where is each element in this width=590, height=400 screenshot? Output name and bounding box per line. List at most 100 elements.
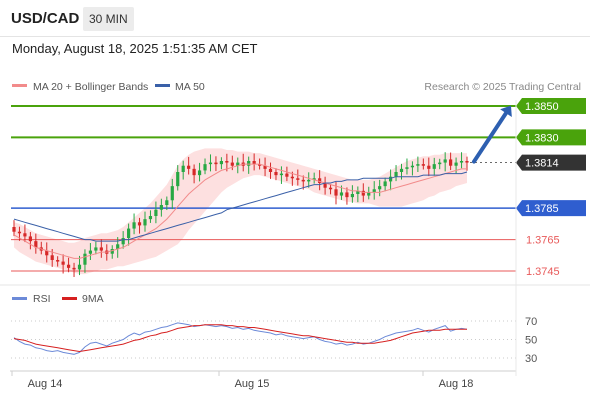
candle	[252, 153, 256, 171]
svg-text:1.3785: 1.3785	[525, 203, 559, 215]
candle	[154, 201, 158, 224]
candle	[170, 178, 174, 210]
candle	[99, 239, 103, 258]
candle	[88, 243, 93, 260]
credit-label: Research © 2025 Trading Central	[424, 81, 581, 93]
candle	[159, 198, 163, 217]
time-tick-label: Aug 15	[235, 378, 270, 390]
candle	[350, 185, 354, 203]
candle	[465, 156, 469, 171]
candle	[197, 162, 202, 182]
candle	[127, 223, 131, 246]
rsi-line	[13, 322, 468, 355]
candle	[405, 158, 409, 175]
rsi-tick-label: 30	[525, 353, 537, 365]
svg-text:1.3850: 1.3850	[525, 101, 559, 113]
candle	[137, 217, 142, 234]
candle	[279, 166, 284, 184]
candle	[12, 220, 16, 237]
candle	[312, 172, 316, 184]
candle	[296, 169, 300, 186]
candle	[328, 183, 333, 195]
candle	[285, 166, 289, 182]
ma20-legend-label: MA 20 + Bollinger Bands	[33, 81, 148, 93]
rsi-tick-label: 50	[525, 335, 537, 347]
candle	[268, 162, 273, 179]
rsi-ma-line	[13, 324, 467, 353]
candle	[72, 262, 76, 277]
candle	[143, 211, 147, 232]
candle	[165, 196, 169, 211]
candle	[94, 241, 98, 255]
level-label-resistance: 1.3830	[516, 129, 586, 146]
svg-text:1.3830: 1.3830	[525, 132, 559, 144]
candle	[388, 169, 393, 191]
candle	[449, 152, 453, 171]
candle	[372, 181, 376, 200]
candle	[148, 210, 153, 223]
candle	[28, 232, 32, 250]
candle	[410, 161, 415, 176]
candle	[61, 254, 65, 274]
rsi-tick-label: 70	[525, 316, 537, 328]
candle	[443, 152, 447, 172]
candle	[176, 165, 180, 191]
candle	[181, 160, 185, 180]
ma9-legend-swatch	[62, 297, 77, 300]
candle	[378, 179, 382, 197]
rsi-legend-label: RSI	[33, 293, 51, 305]
candle	[83, 249, 87, 273]
candle	[383, 177, 387, 192]
candle	[432, 157, 436, 176]
candle	[394, 165, 398, 182]
forecast-arrow	[472, 105, 512, 164]
candle	[77, 255, 82, 276]
candle	[116, 237, 120, 258]
chart-header: USD/CAD 30 MIN	[0, 0, 590, 37]
time-tick-label: Aug 14	[28, 378, 63, 390]
ma50-line	[13, 171, 468, 242]
timeframe-badge[interactable]: 30 MIN	[83, 7, 134, 31]
candle	[214, 156, 218, 172]
candle	[459, 152, 464, 169]
ma20-legend-swatch	[12, 84, 27, 87]
bollinger-bands	[14, 148, 467, 275]
candle	[416, 156, 420, 172]
level-label-support: 1.3785	[516, 200, 586, 217]
candle	[323, 176, 327, 195]
instrument-title: USD/CAD	[11, 10, 80, 27]
candle	[427, 157, 431, 177]
candle	[56, 256, 60, 267]
ma50-legend-swatch	[155, 84, 170, 87]
candle	[187, 156, 191, 175]
candle	[367, 186, 371, 200]
rsi-legend: RSI 9MA	[12, 293, 104, 305]
candle	[274, 168, 278, 181]
timestamp: Monday, August 18, 2025 1:51:35 AM CET	[12, 41, 258, 56]
candle	[307, 172, 311, 188]
candle	[110, 245, 114, 259]
candle	[247, 156, 251, 174]
rsi-legend-swatch	[12, 297, 27, 300]
svg-text:1.3814: 1.3814	[525, 158, 559, 170]
candle	[132, 213, 136, 235]
ma50-legend-label: MA 50	[175, 81, 205, 93]
candle	[219, 157, 223, 170]
ma9-legend-label: 9MA	[82, 293, 104, 305]
candle	[345, 187, 349, 205]
candle	[318, 170, 322, 191]
level-label-current: 1.3814	[516, 154, 586, 171]
candle	[356, 186, 360, 203]
candle	[192, 164, 196, 184]
candle	[421, 158, 425, 170]
ma20-line	[13, 163, 467, 259]
candle	[438, 158, 442, 170]
main-legend: MA 20 + Bollinger Bands MA 50 Research ©…	[12, 81, 581, 93]
level-label: 1.3745	[526, 266, 560, 278]
candle	[45, 242, 49, 263]
candle	[34, 233, 38, 254]
candle	[66, 257, 71, 273]
candle	[203, 158, 207, 175]
candle	[208, 154, 213, 172]
